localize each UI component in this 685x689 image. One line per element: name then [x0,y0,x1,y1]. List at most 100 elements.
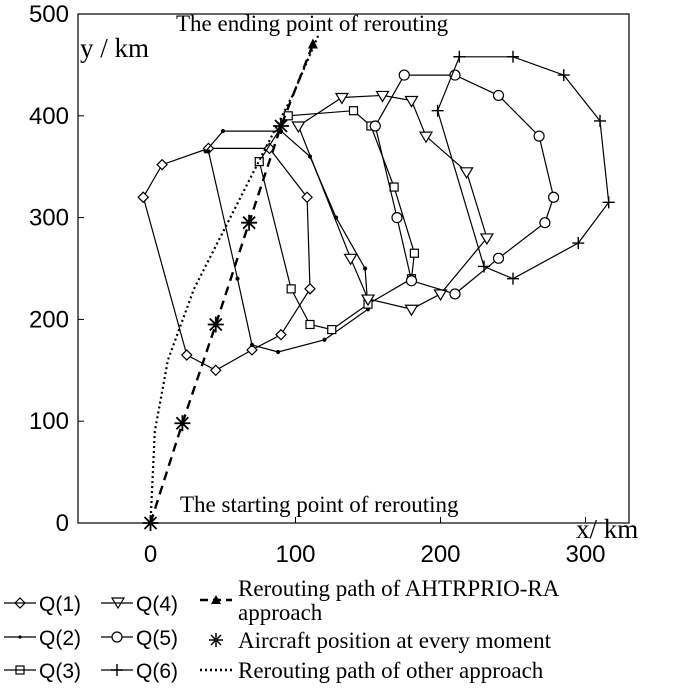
circle-marker-icon [111,631,123,643]
series-line [142,147,311,371]
data-point-marker [479,233,494,246]
data-point-marker [449,288,461,300]
data-point-marker [404,304,419,317]
svg-text:Q(2): Q(2) [39,627,81,650]
series-aircraft-position-at-every-moment [142,117,289,531]
data-point-marker [389,182,399,192]
data-point-marker [404,95,419,108]
data-point-marker [207,316,224,333]
series-line [297,94,488,310]
svg-text:approach: approach [238,600,323,625]
data-point-marker [246,344,258,356]
legend-item-other-approach: Rerouting path of other approach [200,658,544,683]
x-tick-label: 0 [144,541,157,568]
legend-item-q2: Q(2) [4,627,81,650]
axes-frame [77,13,630,524]
data-point-marker [322,337,327,342]
y-tick-label: 0 [56,510,69,537]
square-marker-icon [15,665,25,675]
data-point-marker [327,324,337,335]
series-q-1 [137,142,316,377]
data-point-marker [409,248,419,258]
x-tick-label: 100 [275,541,315,568]
y-tick-label: 200 [29,306,69,333]
y-tick-label: 100 [29,408,69,435]
y-tick-label: 400 [29,103,69,130]
data-point-marker [453,50,466,63]
plot-area [137,33,615,531]
legend-item-q3: Q(3) [4,660,81,683]
svg-text:Q(6): Q(6) [136,660,178,683]
data-point-marker [557,69,570,82]
data-point-marker [276,349,281,355]
data-point-marker [273,117,289,134]
data-point-marker [348,106,359,116]
data-point-marker [492,89,505,102]
series-line [258,110,416,331]
data-point-marker [431,104,444,117]
y-tick-label: 500 [29,1,69,28]
svg-text:Q(1): Q(1) [39,593,81,616]
series-rerouting-path-of-other-approach [149,33,320,524]
svg-text:Aircraft position at every mom: Aircraft position at every moment [238,628,552,653]
x-ticks: 0 100 200 300 [144,517,606,568]
plus-marker-icon [111,664,123,676]
data-point-marker [180,349,193,361]
data-point-marker [241,214,258,231]
data-point-marker [478,260,490,273]
data-point-marker [206,149,211,154]
diamond-marker-icon [14,597,26,609]
data-point-marker [275,328,287,341]
svg-text:Q(3): Q(3) [39,660,81,683]
data-point-marker [398,69,410,81]
triangle-up-marker-icon [211,595,221,604]
data-point-marker [304,283,316,295]
data-point-marker [539,217,551,229]
data-point-marker [375,90,390,103]
data-point-marker [533,130,545,142]
data-point-marker [405,275,418,287]
ending-point-marker [307,38,318,49]
point-marker-icon [18,635,22,639]
data-point-marker [602,196,615,209]
series-line [437,56,610,280]
data-point-marker [254,157,264,167]
data-point-marker [433,289,448,302]
x-axis-label: x/ km [576,514,638,544]
legend-item-q5: Q(5) [101,627,178,650]
data-point-marker [334,92,349,105]
legend: Q(1) Q(2) Q(3) Q(4) Q(5) Q(6) [4,576,560,683]
svg-text:Q(5): Q(5) [136,627,178,650]
legend-item-q1: Q(1) [4,593,81,616]
data-point-marker [209,364,222,377]
data-point-marker [343,253,358,266]
starting-point-annotation: The starting point of rerouting [180,492,459,517]
series-line [374,74,555,295]
data-point-marker [286,284,296,294]
legend-item-q4: Q(4) [101,593,178,616]
x-tick-label: 200 [420,541,460,568]
asterisk-marker-icon [209,633,223,647]
data-point-marker [418,131,434,144]
data-point-marker [249,342,255,347]
data-point-marker [291,121,306,134]
x-tick-label: 300 [565,541,605,568]
series-line [149,44,315,524]
y-axis-label: y / km [80,33,149,63]
data-point-marker [235,276,240,281]
series-q-5 [369,69,560,300]
data-point-marker [492,252,505,264]
series-q-4 [291,90,494,317]
data-point-marker [301,191,313,204]
data-point-marker [507,50,519,63]
data-point-marker [459,167,474,179]
y-tick-label: 300 [29,205,69,232]
data-point-marker [572,237,585,250]
data-point-marker [174,415,191,432]
triangle-down-marker-icon [110,597,126,610]
data-point-marker [360,294,376,307]
series-rerouting-path-of-ahtrprio-ra-approach [149,38,318,524]
data-point-marker [547,191,560,203]
series-q-6 [431,50,615,285]
